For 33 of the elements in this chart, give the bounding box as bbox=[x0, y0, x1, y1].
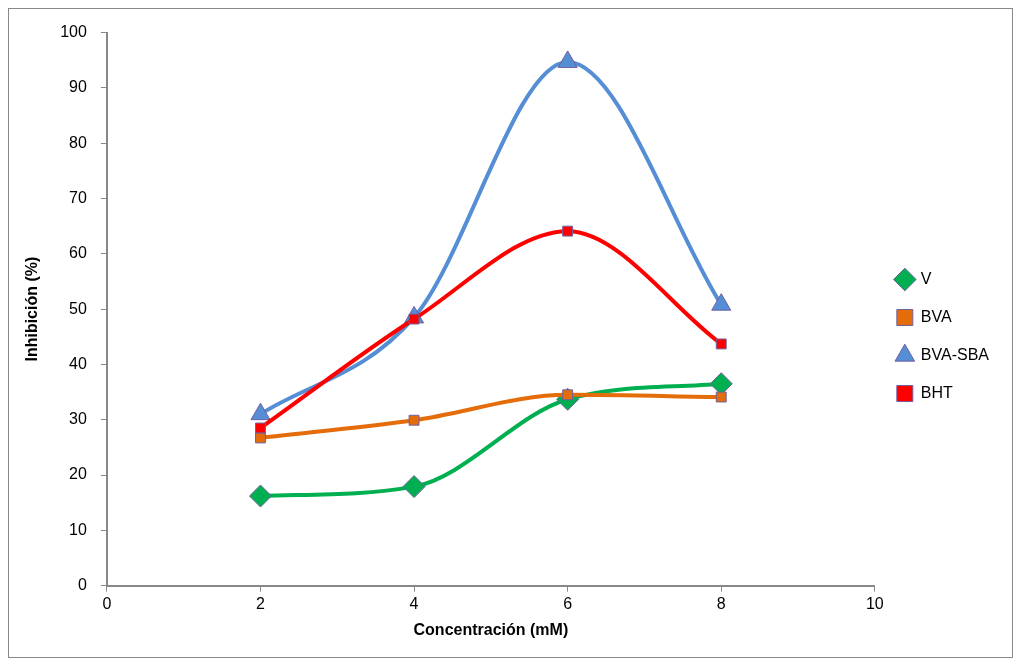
point bbox=[562, 225, 574, 237]
x-tick-label: 8 bbox=[716, 594, 726, 612]
point bbox=[557, 50, 578, 68]
legend-label: V bbox=[920, 269, 932, 287]
x-axis-title: Concentración (mM) bbox=[413, 620, 569, 638]
y-tick-label: 50 bbox=[69, 299, 87, 317]
point bbox=[255, 432, 266, 444]
point bbox=[408, 414, 420, 426]
x-tick-label: 0 bbox=[102, 594, 112, 612]
y-tick-label: 0 bbox=[77, 576, 87, 594]
y-tick-label: 30 bbox=[69, 410, 87, 428]
x-tick-label: 4 bbox=[409, 594, 419, 612]
y-axis-title: Inhibición (%) bbox=[23, 256, 41, 362]
y-tick-label: 100 bbox=[60, 23, 87, 41]
x-tick-label: 2 bbox=[256, 594, 266, 612]
y-tick-label: 90 bbox=[69, 78, 87, 96]
legend-label: BVA bbox=[920, 307, 952, 325]
legend-label: BVA-SBA bbox=[920, 345, 990, 363]
y-tick-label: 20 bbox=[69, 465, 87, 483]
y-tick-label: 60 bbox=[69, 244, 87, 262]
y-tick-label: 40 bbox=[69, 354, 87, 372]
x-tick-label: 10 bbox=[865, 594, 884, 612]
y-tick-label: 80 bbox=[69, 133, 87, 151]
point bbox=[711, 293, 732, 311]
point bbox=[255, 422, 266, 434]
point bbox=[248, 484, 272, 508]
point bbox=[715, 391, 727, 403]
point bbox=[715, 338, 727, 350]
y-tick-label: 10 bbox=[69, 520, 87, 538]
point bbox=[402, 475, 426, 499]
legend-label: BHT bbox=[920, 383, 954, 401]
x-tick-label: 6 bbox=[563, 594, 573, 612]
y-tick-label: 70 bbox=[69, 188, 87, 206]
